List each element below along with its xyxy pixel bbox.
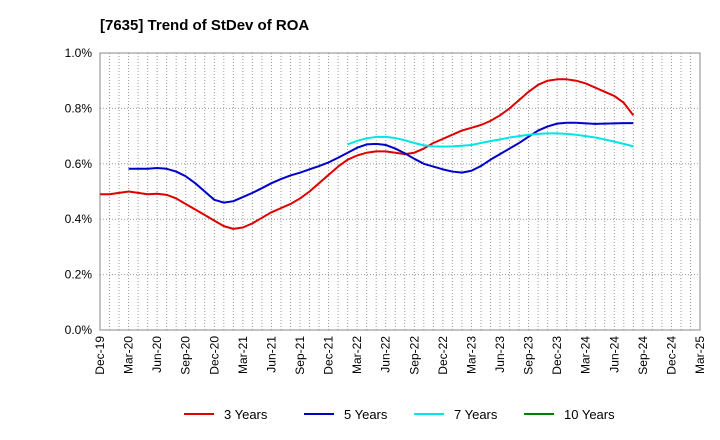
- chart-title: [7635] Trend of StDev of ROA: [100, 17, 309, 34]
- y-tick-label: 0.0%: [65, 323, 93, 337]
- y-tick-label: 1.0%: [65, 46, 93, 60]
- legend: 3 Years 5 Years 7 Years 10 Years: [184, 407, 615, 422]
- x-tick-label: Sep-23: [522, 336, 536, 375]
- plot-area: [99, 52, 701, 331]
- legend-label-4: 10 Years: [564, 407, 615, 422]
- x-tick-label: Dec-23: [550, 336, 564, 375]
- x-tick-label: Dec-21: [322, 336, 336, 375]
- x-tick-label: Dec-24: [664, 336, 678, 375]
- legend-label-1: 3 Years: [224, 407, 268, 422]
- y-tick-label: 0.8%: [65, 101, 93, 115]
- x-tick-label: Sep-20: [179, 336, 193, 375]
- x-tick-label: Jun-22: [379, 336, 393, 373]
- x-tick-label: Jun-20: [150, 336, 164, 373]
- x-tick-label: Mar-21: [236, 336, 250, 374]
- x-tick-label: Mar-22: [350, 336, 364, 374]
- x-tick-label: Mar-23: [464, 336, 478, 374]
- y-tick-label: 0.6%: [65, 157, 93, 171]
- y-tick-label: 0.2%: [65, 268, 93, 282]
- x-tick-label: Sep-21: [293, 336, 307, 375]
- x-tick-label: Mar-25: [693, 336, 707, 374]
- x-tick-label: Mar-24: [579, 336, 593, 374]
- grid: [100, 53, 700, 330]
- x-axis: Dec-19 Mar-20 Jun-20 Sep-20 Dec-20 Mar-21 Jun-…: [93, 336, 707, 375]
- x-tick-label: Jun-21: [264, 336, 278, 373]
- x-tick-label: Sep-24: [636, 336, 650, 375]
- legend-label-2: 5 Years: [344, 407, 388, 422]
- x-tick-label: Sep-22: [407, 336, 421, 375]
- x-tick-label: Dec-20: [207, 336, 221, 375]
- y-axis: 0.0% 0.2% 0.4% 0.6% 0.8% 1.0%: [65, 46, 93, 337]
- x-tick-label: Jun-23: [493, 336, 507, 373]
- series-line-2: [128, 121, 634, 204]
- series-line-1: [100, 78, 635, 230]
- x-tick-label: Jun-24: [607, 336, 621, 373]
- legend-label-3: 7 Years: [454, 407, 498, 422]
- x-tick-label: Mar-20: [122, 336, 136, 374]
- y-tick-label: 0.4%: [65, 212, 93, 226]
- x-tick-label: Dec-22: [436, 336, 450, 375]
- series-line-3: [347, 132, 634, 148]
- series-lines: [100, 78, 635, 230]
- x-tick-label: Dec-19: [93, 336, 107, 375]
